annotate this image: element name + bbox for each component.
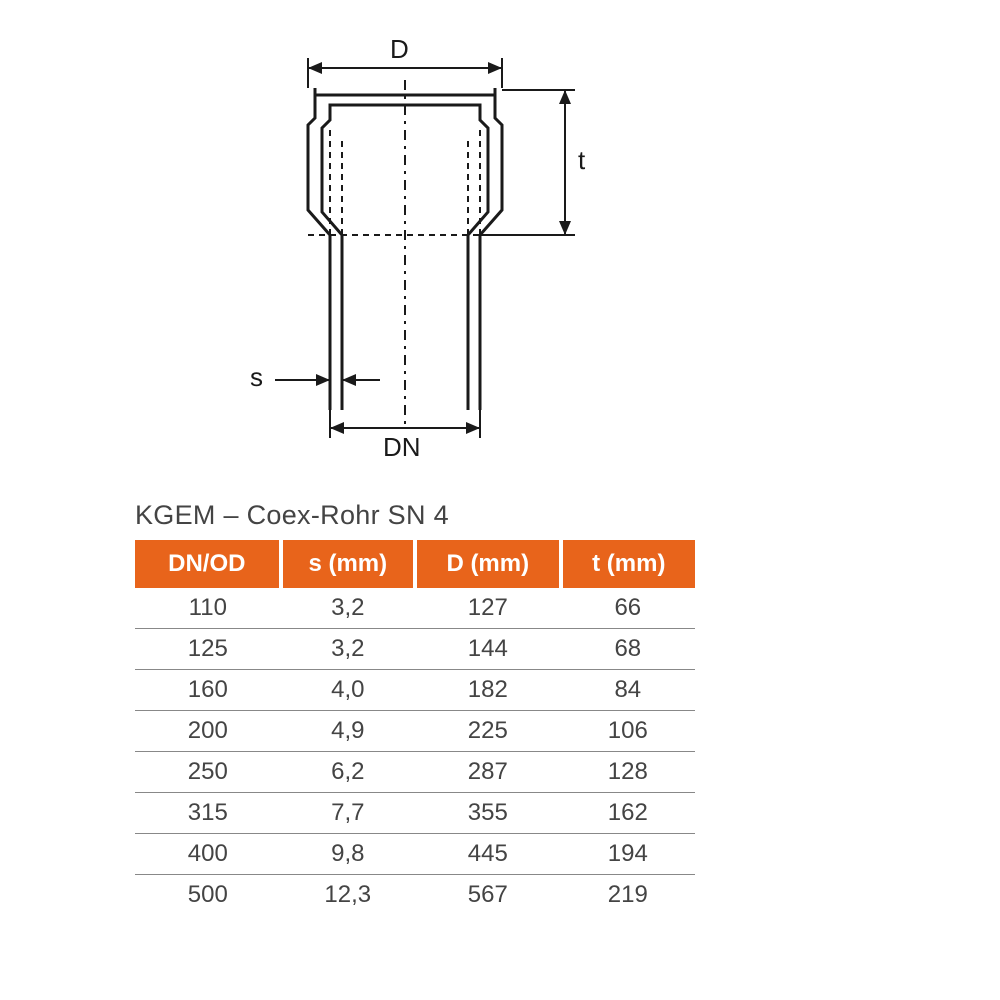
table-cell: 567 [415, 875, 561, 916]
pipe-diagram-svg [180, 40, 700, 460]
dim-label-t: t [578, 145, 585, 176]
spec-table-wrap: DN/OD s (mm) D (mm) t (mm) 1103,21276612… [135, 540, 695, 915]
dim-label-dn: DN [383, 432, 421, 463]
col-header-s: s (mm) [281, 540, 415, 588]
table-cell: 194 [561, 834, 695, 875]
table-cell: 6,2 [281, 752, 415, 793]
col-header-t: t (mm) [561, 540, 695, 588]
table-row: 50012,3567219 [135, 875, 695, 916]
table-body: 1103,2127661253,2144681604,0182842004,92… [135, 588, 695, 915]
table-cell: 160 [135, 670, 281, 711]
table-row: 2506,2287128 [135, 752, 695, 793]
table-cell: 200 [135, 711, 281, 752]
table-cell: 144 [415, 629, 561, 670]
table-title: KGEM – Coex-Rohr SN 4 [135, 500, 449, 531]
table-cell: 106 [561, 711, 695, 752]
table-cell: 3,2 [281, 629, 415, 670]
table-cell: 125 [135, 629, 281, 670]
table-cell: 9,8 [281, 834, 415, 875]
table-row: 1604,018284 [135, 670, 695, 711]
table-cell: 355 [415, 793, 561, 834]
table-row: 1253,214468 [135, 629, 695, 670]
table-cell: 4,0 [281, 670, 415, 711]
table-cell: 500 [135, 875, 281, 916]
table-cell: 68 [561, 629, 695, 670]
table-cell: 12,3 [281, 875, 415, 916]
table-cell: 287 [415, 752, 561, 793]
table-cell: 84 [561, 670, 695, 711]
table-cell: 225 [415, 711, 561, 752]
col-header-dnod: DN/OD [135, 540, 281, 588]
table-row: 1103,212766 [135, 588, 695, 629]
table-cell: 250 [135, 752, 281, 793]
table-row: 3157,7355162 [135, 793, 695, 834]
table-row: 2004,9225106 [135, 711, 695, 752]
table-cell: 445 [415, 834, 561, 875]
dim-label-s: s [250, 362, 263, 393]
table-cell: 66 [561, 588, 695, 629]
table-header-row: DN/OD s (mm) D (mm) t (mm) [135, 540, 695, 588]
table-cell: 162 [561, 793, 695, 834]
table-cell: 110 [135, 588, 281, 629]
col-header-d: D (mm) [415, 540, 561, 588]
table-cell: 127 [415, 588, 561, 629]
table-row: 4009,8445194 [135, 834, 695, 875]
dim-label-d: D [390, 34, 409, 65]
table-cell: 4,9 [281, 711, 415, 752]
table-cell: 3,2 [281, 588, 415, 629]
table-cell: 128 [561, 752, 695, 793]
spec-table: DN/OD s (mm) D (mm) t (mm) 1103,21276612… [135, 540, 695, 915]
table-cell: 182 [415, 670, 561, 711]
table-cell: 400 [135, 834, 281, 875]
table-cell: 7,7 [281, 793, 415, 834]
table-cell: 315 [135, 793, 281, 834]
pipe-diagram: D t s DN [180, 40, 700, 460]
table-cell: 219 [561, 875, 695, 916]
